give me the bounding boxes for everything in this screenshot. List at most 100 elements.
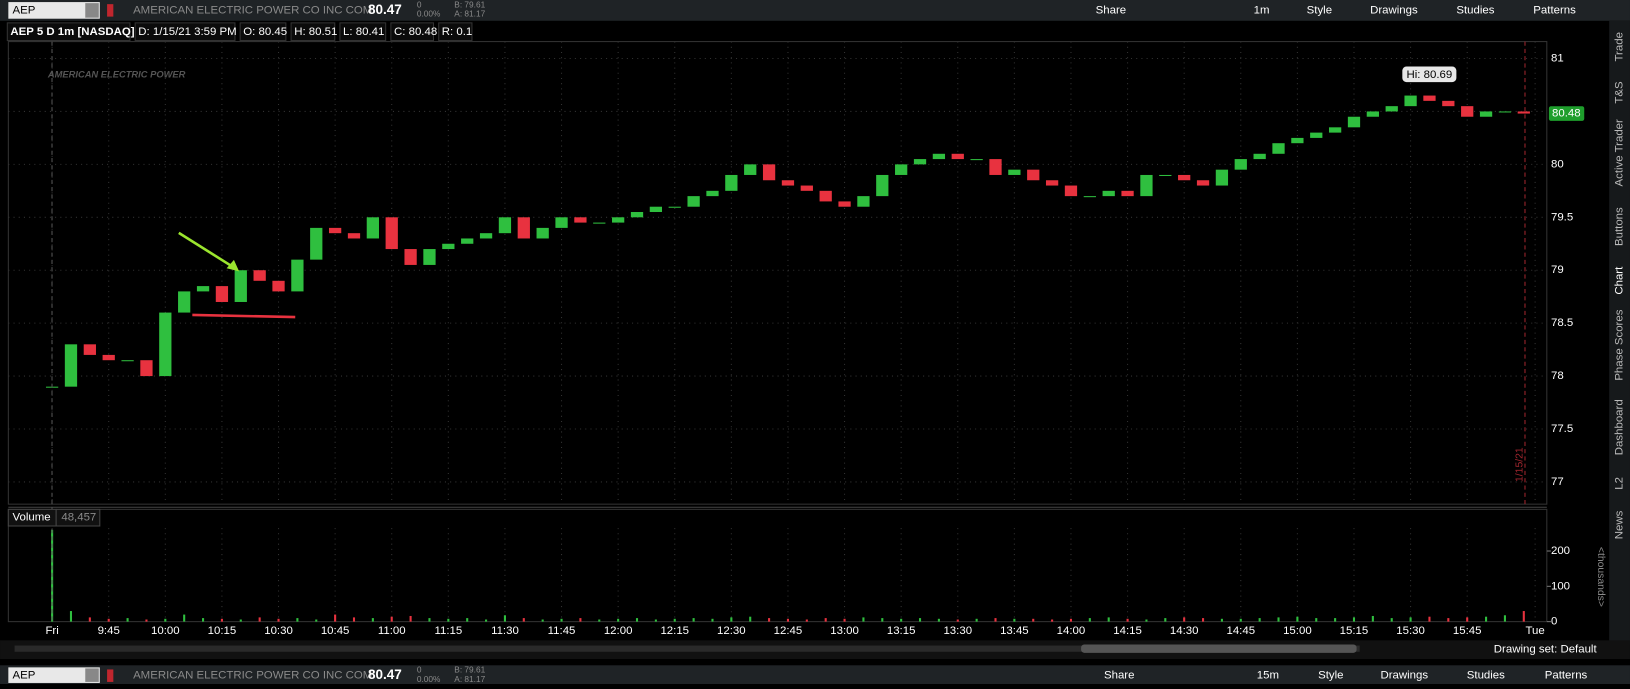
y-tick-label: 79 [1551,264,1564,276]
drawn-arrow[interactable] [178,231,236,270]
toolbar-button[interactable]: Studies [1456,4,1494,16]
candle [725,174,738,191]
toolbar-button[interactable]: Share [1096,4,1126,16]
drawn-line[interactable] [192,313,296,319]
x-tick-label: 13:15 [887,625,916,637]
sidebar-tab[interactable]: Trade [1614,32,1626,61]
candle [1027,169,1040,181]
change: 0 [417,665,422,675]
change-pct: 0.00% [417,674,441,684]
change: 0 [417,0,422,9]
volume-bar [692,618,695,622]
candle [121,360,134,362]
candle [800,185,813,191]
sidebar-tab[interactable]: Dashboard [1614,399,1626,455]
candle [989,159,1002,175]
toolbar-button[interactable]: Patterns [1533,4,1576,16]
change-pct: 0.00% [417,9,441,19]
candle [64,344,78,387]
toolbar-button[interactable]: Style [1307,4,1332,16]
candle [385,217,398,250]
y-tick-label: 200 [1551,545,1570,557]
candle [479,233,493,239]
toolbar-button[interactable]: Drawings [1370,4,1418,16]
candle [1234,159,1247,170]
toolbar-button[interactable]: 1m [1254,4,1270,16]
toolbar-button[interactable]: Studies [1467,670,1505,682]
volume-bar [1428,616,1431,622]
volume-bar [918,618,922,622]
sidebar-tab[interactable]: Buttons [1614,207,1626,246]
candle [1253,153,1266,160]
x-tick-label: 14:45 [1226,625,1255,637]
info-cell [438,22,473,42]
volume-bar [1032,618,1035,622]
x-tick-label: 13:45 [1000,625,1029,637]
volume-bar [183,614,186,622]
candle [630,212,644,218]
y-tick-label: 78 [1551,370,1564,382]
x-tick-label: 15:30 [1396,625,1425,637]
toolbar-button[interactable]: 15m [1257,670,1279,682]
volume-bar [900,618,903,622]
volume-bar [522,618,525,622]
volume-bar [352,617,356,622]
x-tick-label: 11:30 [491,625,519,637]
toolbar-button[interactable]: Drawings [1380,670,1428,682]
candle [423,249,436,265]
volume-bar [1088,618,1091,622]
bid: B: 79.61 [454,665,485,675]
symbol-box[interactable] [8,667,100,683]
candle [668,206,681,208]
toolbar-button[interactable]: Patterns [1545,670,1588,682]
volume-bar [1239,618,1242,622]
sidebar-tab[interactable]: Active Trader [1614,119,1626,186]
volume-bar [768,618,771,622]
volume-bar [1522,611,1525,622]
volume-bar [390,616,393,622]
volume-bar [824,618,827,622]
volume-bar [956,619,959,622]
volume-bar [409,615,412,622]
candle [1385,106,1398,112]
sidebar-tab[interactable]: Chart [1614,266,1626,295]
price-panel [7,41,1548,505]
info-cell [390,22,435,42]
volume-bar [1107,617,1110,622]
volume-bar [1466,617,1469,622]
sidebar-tab[interactable]: News [1614,510,1626,539]
volume-bar [560,618,563,622]
info-cell [339,22,387,42]
candle [159,312,172,377]
x-tick-label: 11:00 [378,625,406,637]
volume-bar [805,619,808,622]
volume-bar [1409,617,1412,622]
x-tick-label: 14:15 [1113,625,1142,637]
toolbar-button[interactable]: Share [1104,670,1134,682]
volume-bar [334,614,337,622]
volume-bar [296,618,299,622]
candle [970,159,983,161]
sidebar-tab[interactable]: T&S [1614,81,1626,104]
scroll-thumb[interactable] [1081,644,1357,653]
volume-bar [994,618,997,622]
symbol-box[interactable] [8,2,100,19]
sidebar-tab[interactable]: Phase Scores [1614,309,1626,380]
candle [404,249,417,265]
candle [1272,143,1285,154]
x-tick-label: 13:00 [830,625,859,637]
drawing-set[interactable]: Drawing set: Default [1494,644,1598,656]
x-tick-label: 11:15 [434,625,462,637]
x-tick-label: 10:00 [151,625,180,637]
candle [1140,174,1153,197]
toolbar-button[interactable]: Style [1318,670,1343,682]
sidebar-tab[interactable]: L2 [1614,477,1626,490]
volume-bar [673,618,676,622]
candle [1517,111,1530,114]
candle [932,153,946,160]
candle [196,286,210,292]
candle [1083,196,1096,198]
y-tick-label: 80 [1551,158,1564,170]
volume-bar [541,619,544,622]
candle [140,360,153,377]
